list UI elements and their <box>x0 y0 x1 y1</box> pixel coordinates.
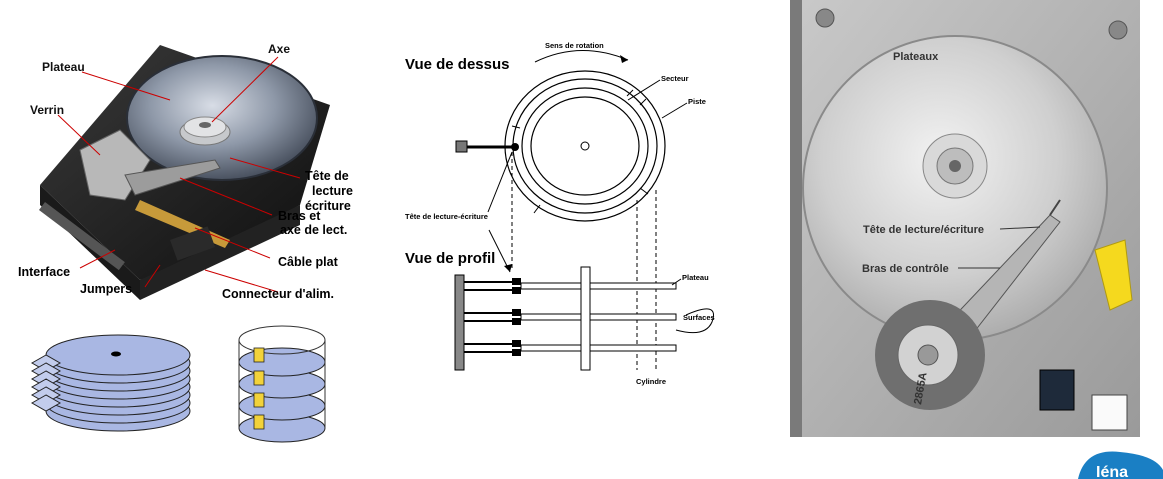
hdd-illustration: Plateau Axe Verrin Tête de lecture écrit… <box>18 42 353 301</box>
label-secteur: Secteur <box>661 74 689 83</box>
photo-label-tete: Tête de lecture/écriture <box>863 224 984 236</box>
photo-serial: 2865A <box>912 371 929 405</box>
label-tete-1: Tête de <box>305 169 349 183</box>
platter-stack <box>30 334 191 432</box>
label-piste: Piste <box>688 97 706 106</box>
spindle-axis <box>580 266 591 371</box>
title-vue-profil: Vue de profil <box>405 250 495 267</box>
actuator-bar <box>454 274 465 371</box>
label-sens-rotation: Sens de rotation <box>545 41 604 50</box>
label-cable: Câble plat <box>278 255 339 269</box>
platter <box>127 56 317 180</box>
label-plateau: Plateau <box>42 60 85 74</box>
label-interface: Interface <box>18 265 70 279</box>
label-axe: Axe <box>268 42 290 56</box>
label-tete-lecture: Tête de lecture-écriture <box>405 212 488 221</box>
label-connecteur: Connecteur d'alim. <box>222 287 334 301</box>
schematic-diagram: Vue de dessus Sens de rotation Secteur P… <box>405 41 715 386</box>
yellow-clip <box>1094 239 1133 311</box>
label-surfaces: Surfaces <box>683 313 715 322</box>
label-cylindre: Cylindre <box>636 377 666 386</box>
read-arm <box>124 159 221 196</box>
label-tete-2: lecture <box>312 184 353 198</box>
head-block <box>455 140 468 153</box>
photo-label-bras: Bras de contrôle <box>862 263 949 275</box>
photo-label-plateaux: Plateaux <box>893 51 939 63</box>
badge-shape <box>1078 451 1163 479</box>
badge-text: Iéna <box>1096 464 1128 479</box>
rotation-arrow <box>534 50 629 63</box>
label-plateau-profil: Plateau <box>682 273 709 282</box>
interface-connector <box>38 202 125 271</box>
cylinder-stack <box>238 325 326 443</box>
label-jumpers: Jumpers <box>80 282 132 296</box>
profile-platters <box>520 282 677 352</box>
label-bras-1: Bras et <box>278 209 321 223</box>
center-hole <box>580 141 590 151</box>
photo-chip <box>1039 369 1075 411</box>
label-bras-2: axe de lect. <box>280 223 347 237</box>
tracks <box>504 70 666 222</box>
label-tete-3: écriture <box>305 199 351 213</box>
hdd-photo: 2865A Plateaux Tête de lecture/écriture … <box>790 0 1140 437</box>
label-verrin: Verrin <box>30 103 64 117</box>
iena-badge: Iéna <box>1078 451 1163 479</box>
title-vue-dessus: Vue de dessus <box>405 56 510 73</box>
